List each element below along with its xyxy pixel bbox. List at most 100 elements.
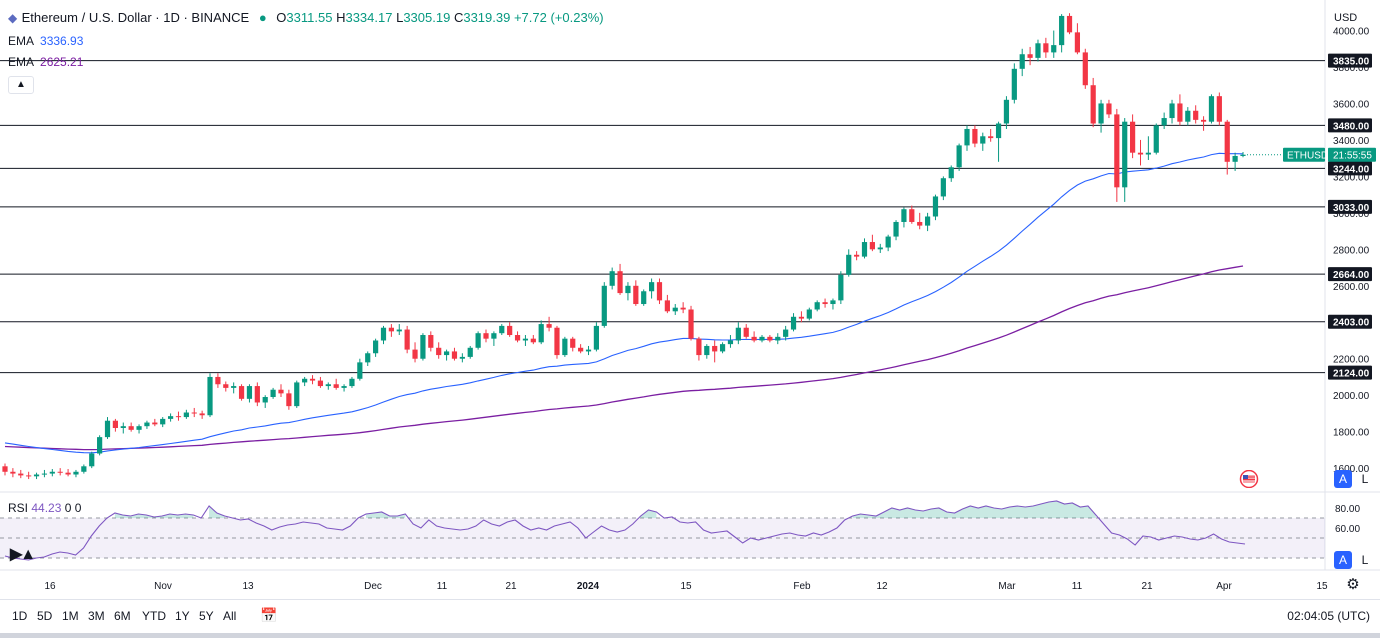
candle-body: [1035, 43, 1041, 58]
range-button-6m[interactable]: 6M: [114, 609, 131, 623]
range-button-1y[interactable]: 1Y: [175, 609, 190, 623]
candle-body: [302, 378, 308, 383]
candle-body: [404, 329, 410, 350]
candle-body: [294, 382, 300, 407]
candle-body: [317, 380, 324, 387]
ema-slow-legend[interactable]: EMA 2625.21: [8, 55, 83, 69]
candle-body: [838, 274, 844, 301]
symbol-title[interactable]: Ethereum / U.S. Dollar · 1D · BINANCE: [21, 10, 250, 25]
candle-body: [89, 453, 95, 467]
candle-body: [278, 389, 284, 394]
range-button-5d[interactable]: 5D: [37, 609, 53, 623]
level-tag-label: 2403.00: [1333, 318, 1370, 329]
candle-body: [1106, 103, 1112, 115]
candle-body: [81, 466, 87, 472]
candle-body: [806, 309, 812, 319]
candle-body: [2, 466, 8, 472]
candle-body: [507, 325, 513, 336]
candle-body: [1114, 114, 1120, 188]
ema-slow-line: [4, 265, 1244, 451]
candle-body: [719, 344, 726, 352]
time-tick-label: 21: [1141, 581, 1153, 592]
candle-body: [459, 356, 465, 359]
candle-body: [1122, 121, 1128, 188]
collapse-legend-button[interactable]: ▲: [8, 76, 34, 94]
chevron-up-icon: ▲: [16, 79, 26, 90]
range-button-1d[interactable]: 1D: [12, 609, 28, 623]
range-button-3m[interactable]: 3M: [88, 609, 105, 623]
price-chart[interactable]: 4000.00 3800.00 3600.00 3400.00 3200.00 3000.…: [0, 0, 1380, 600]
candle-body: [10, 471, 16, 474]
candle-body: [578, 347, 584, 352]
candle-body: [1043, 43, 1049, 53]
ema-fast-value: 3336.93: [40, 34, 84, 48]
candle-body: [735, 327, 741, 341]
candle-body: [656, 282, 663, 301]
candle-body: [325, 384, 331, 387]
log-scale-button[interactable]: L: [1361, 472, 1369, 486]
candle-body: [223, 384, 229, 388]
symbol-legend: ◆ Ethereum / U.S. Dollar · 1D · BINANCE …: [8, 10, 604, 25]
candle-body: [609, 271, 615, 286]
candle-body: [436, 347, 442, 356]
change-value: +7.72 (+0.23%): [513, 10, 604, 25]
currency-selector[interactable]: USD: [1334, 12, 1358, 24]
candle-body: [641, 291, 647, 305]
candle-body: [128, 426, 134, 430]
rsi-log-scale-button[interactable]: L: [1361, 553, 1369, 567]
candle-body: [41, 473, 48, 475]
price-tick-label: 2200.00: [1333, 355, 1370, 366]
auto-scale-button[interactable]: A: [1334, 470, 1352, 488]
us-flag-icon[interactable]: [1237, 470, 1261, 488]
utc-clock[interactable]: 02:04:05 (UTC): [1287, 609, 1370, 623]
rsi-overbought-fill: [852, 501, 1096, 518]
candle-body: [940, 178, 946, 197]
range-button-5y[interactable]: 5Y: [199, 609, 214, 623]
time-tick-label: 15: [1316, 581, 1328, 592]
rsi-legend[interactable]: RSI 44.23 0 0: [8, 501, 81, 515]
candle-body: [104, 420, 111, 438]
candle-body: [483, 333, 489, 339]
candle-body: [388, 327, 394, 332]
ema-fast-legend[interactable]: EMA 3336.93: [8, 34, 83, 48]
candle-body: [175, 416, 182, 418]
price-tick-label: 2800.00: [1333, 245, 1370, 256]
time-tick-label: 2024: [577, 581, 600, 592]
candle-body: [120, 426, 126, 429]
candle-body: [1090, 85, 1096, 124]
candle-body: [751, 336, 757, 341]
range-button-all[interactable]: All: [223, 609, 237, 623]
open-key: O: [276, 10, 287, 25]
level-tag: [1328, 53, 1372, 68]
candle-body: [380, 327, 387, 341]
candle-body: [830, 300, 836, 305]
high-value: 3334.17: [345, 10, 393, 25]
candle-body: [136, 426, 142, 430]
time-tick-label: Mar: [998, 581, 1016, 592]
candle-body: [1161, 118, 1167, 126]
rsi-tick-label: 60.00: [1335, 524, 1360, 535]
candle-body: [144, 422, 150, 427]
candle-body: [964, 128, 970, 146]
candle-body: [207, 376, 213, 416]
range-button-1m[interactable]: 1M: [62, 609, 79, 623]
rsi-auto-scale-button[interactable]: A: [1334, 551, 1352, 569]
candle-body: [270, 389, 276, 398]
price-tick-label: 4000.00: [1333, 27, 1370, 38]
settings-icon[interactable]: ⚙: [1346, 576, 1360, 593]
tradingview-logo[interactable]: ▶▲: [10, 546, 36, 563]
candle-body: [1169, 103, 1175, 119]
countdown-label: 21:55:55: [1333, 151, 1372, 162]
candle-body: [1019, 54, 1025, 69]
candle-body: [1224, 121, 1230, 162]
level-tag-label: 3244.00: [1333, 164, 1370, 175]
ethereum-icon: ◆: [8, 11, 18, 25]
calendar-icon[interactable]: 📅: [260, 607, 278, 623]
candle-body: [530, 338, 536, 343]
time-tick-label: 11: [1072, 581, 1083, 592]
level-tag-label: 3480.00: [1333, 121, 1370, 132]
range-button-ytd[interactable]: YTD: [142, 609, 166, 623]
candle-body: [26, 475, 32, 477]
candle-body: [554, 327, 560, 356]
candle-body: [1185, 110, 1191, 122]
